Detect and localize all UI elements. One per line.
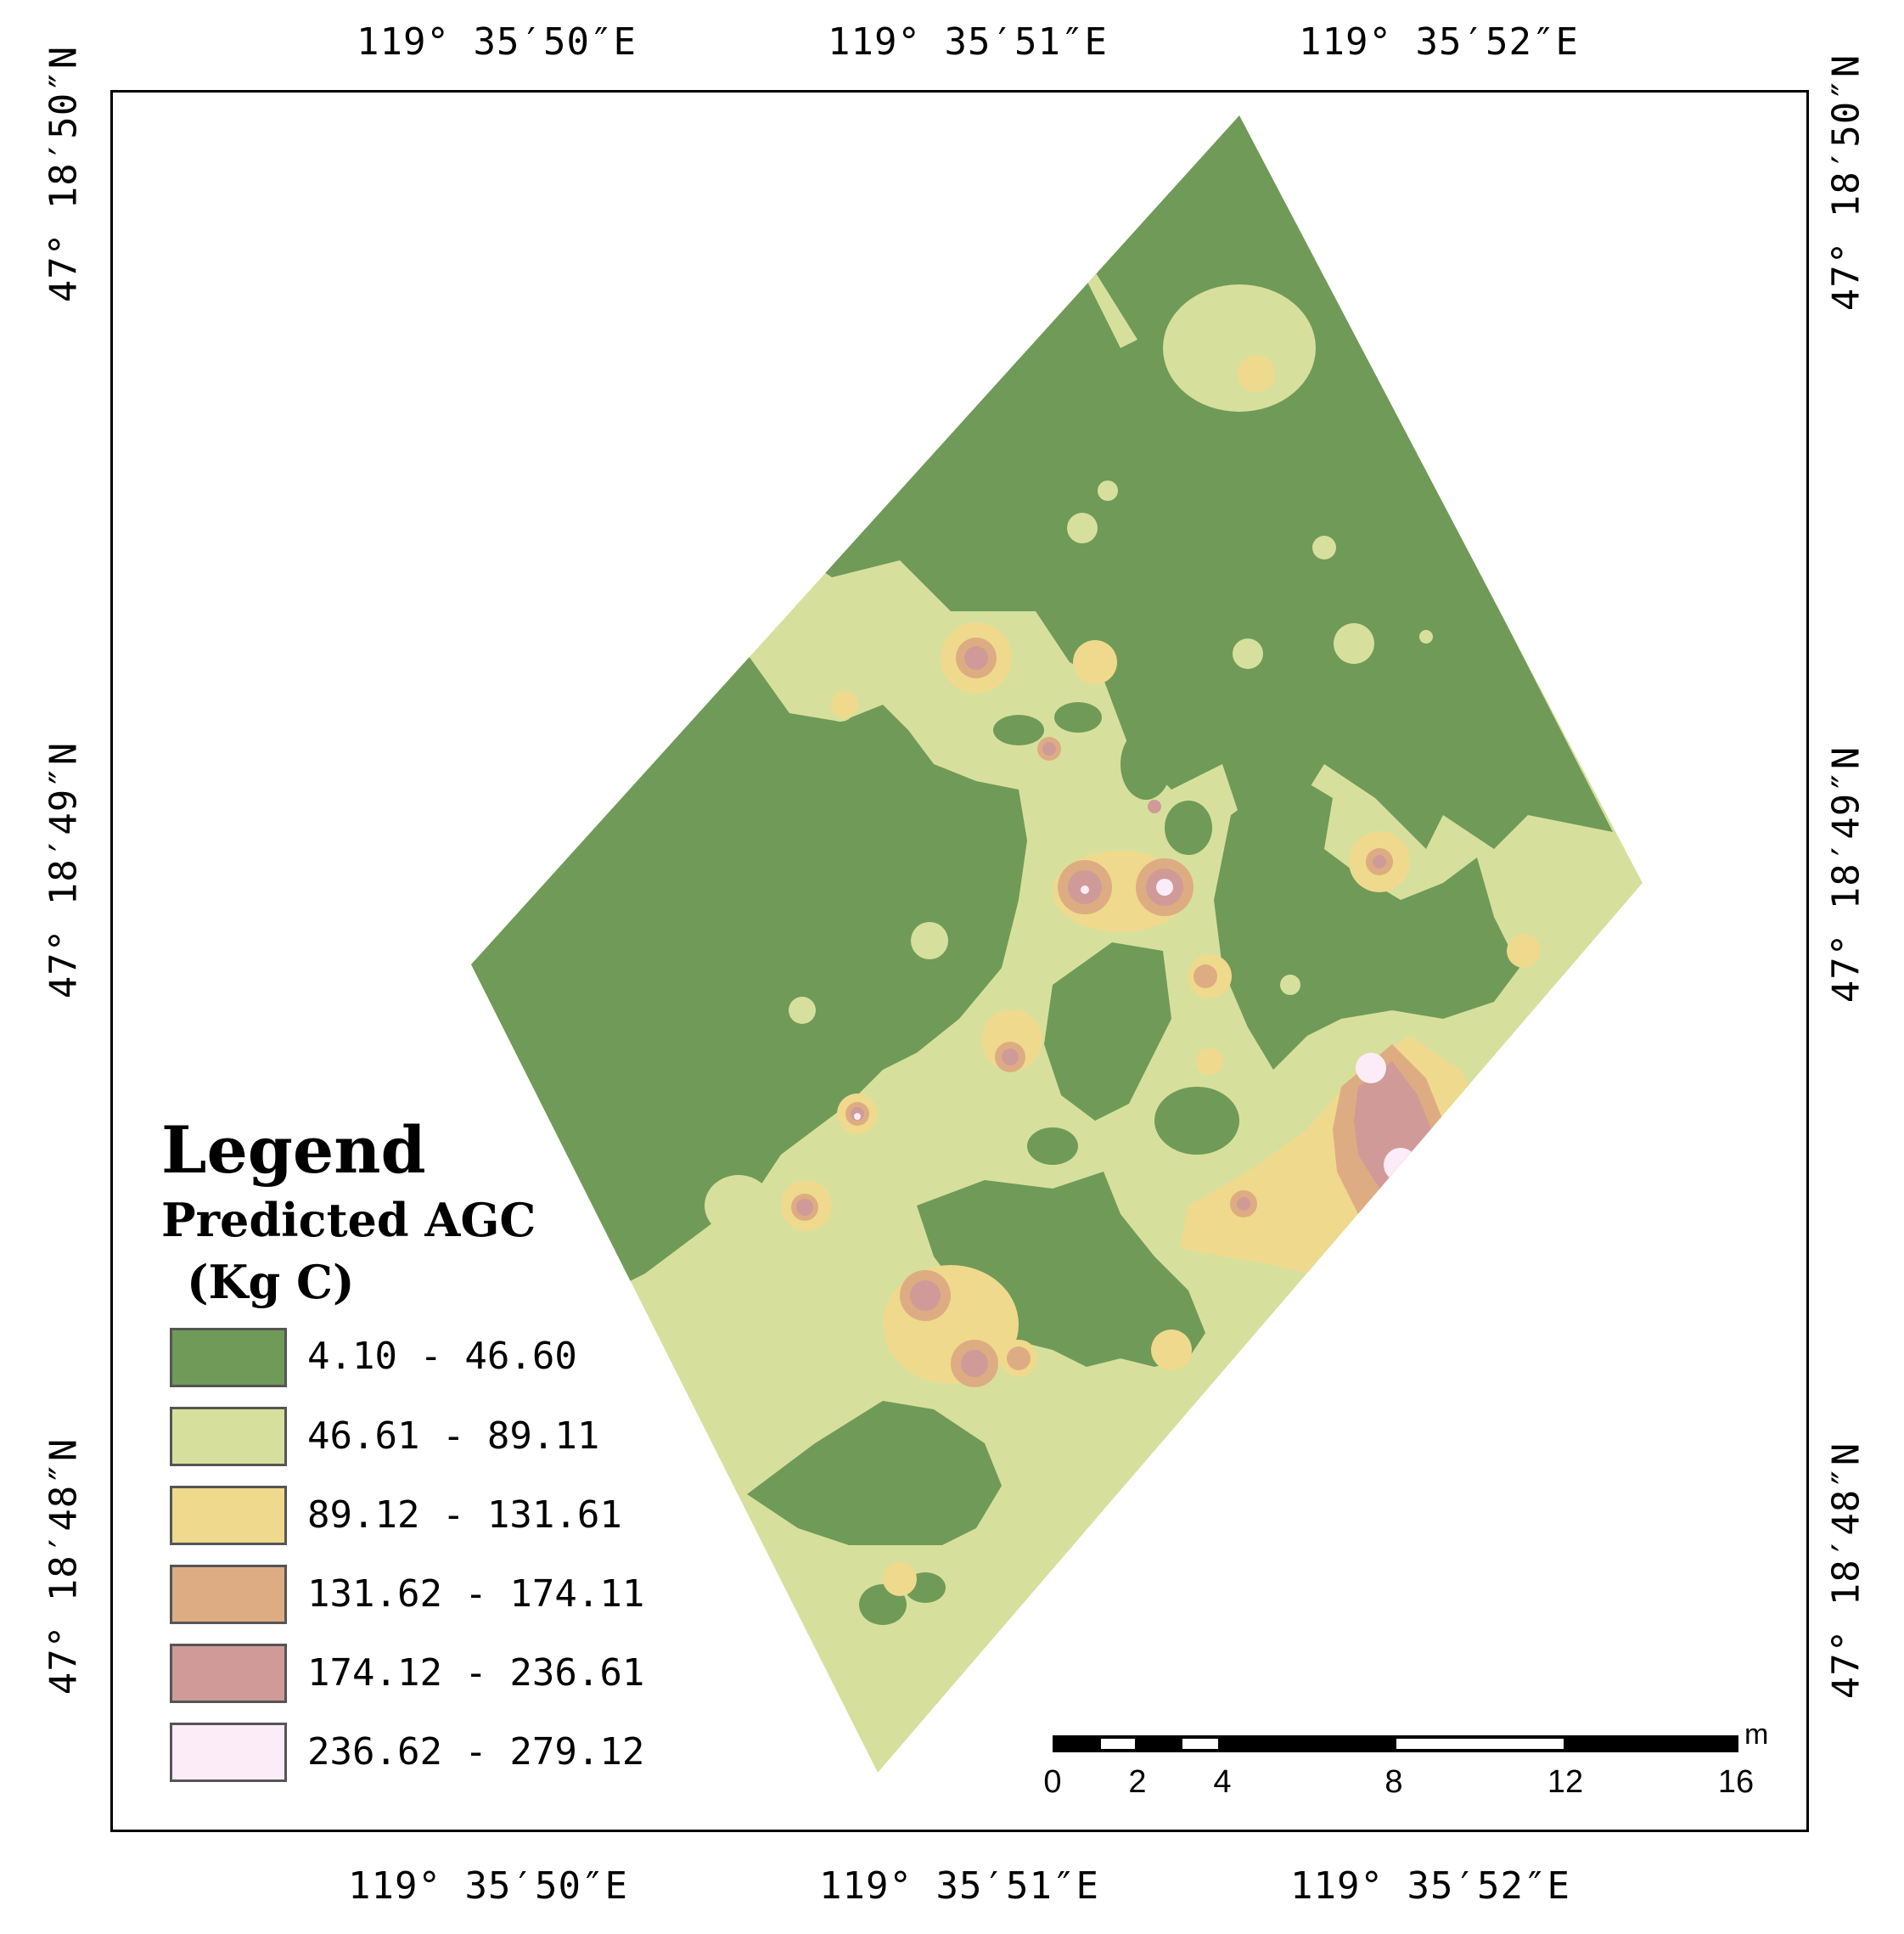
white-patch-3 <box>1384 1148 1418 1182</box>
legend-swatch-2 <box>170 1407 287 1466</box>
map-frame <box>110 90 1809 1832</box>
legend-label-5: 174.12 - 236.61 <box>307 1651 645 1695</box>
yellow-patch-15 <box>831 691 858 718</box>
scale-tick-4: 4 <box>1213 1764 1232 1800</box>
legend-label-2: 46.61 - 89.11 <box>307 1414 600 1458</box>
pink-patch-11 <box>1148 800 1161 813</box>
light-dot-7 <box>1280 975 1300 995</box>
light-stripe <box>1087 272 1137 348</box>
north-light-patch <box>1163 284 1316 412</box>
longitude-label-top-1: 119° 35′50″E <box>357 20 637 64</box>
legend-unit: (Kg C) <box>187 1255 355 1309</box>
yellow-patch-16 <box>883 1562 917 1596</box>
yellow-patch-3 <box>1238 355 1275 392</box>
scale-bar <box>1053 1735 1738 1752</box>
legend-subtitle: Predicted AGC <box>161 1193 536 1247</box>
white-patch-2 <box>1356 1053 1386 1083</box>
scale-bar-segment-light-3 <box>1396 1739 1564 1749</box>
green-patch-2 <box>1054 702 1102 733</box>
legend-label-1: 4.10 - 46.60 <box>307 1335 577 1378</box>
white-patch-5 <box>854 1113 861 1120</box>
yellow-patch-13 <box>1196 1048 1223 1075</box>
green-patch-3 <box>1165 801 1212 855</box>
light-dot-1 <box>1067 513 1098 543</box>
yellow-patch-2 <box>1073 640 1117 684</box>
legend-swatch-1 <box>170 1328 287 1387</box>
central-east-green-region <box>1044 942 1171 1121</box>
pink-patch-8 <box>796 1199 813 1216</box>
light-dot-3 <box>1312 536 1336 559</box>
scale-tick-0: 0 <box>1043 1764 1062 1800</box>
scale-bar-segment-light-2 <box>1182 1739 1218 1749</box>
yellow-patch-12 <box>1151 1330 1192 1370</box>
green-patch-7 <box>1027 1127 1078 1165</box>
light-dot-9 <box>789 997 816 1024</box>
scale-bar-segment-light-1 <box>1101 1739 1135 1749</box>
scale-unit: m <box>1744 1718 1769 1751</box>
scale-tick-12: 12 <box>1547 1764 1584 1800</box>
light-dot-8 <box>911 922 948 959</box>
legend-label-6: 236.62 - 279.12 <box>307 1730 645 1774</box>
pink-patch-4 <box>910 1280 941 1311</box>
longitude-label-bottom-1: 119° 35′50″E <box>348 1864 628 1908</box>
scale-tick-2: 2 <box>1128 1764 1147 1800</box>
pink-patch-5 <box>961 1350 988 1377</box>
yellow-patch-14 <box>1507 934 1541 968</box>
green-patch-1 <box>1120 728 1171 800</box>
longitude-label-top-3: 119° 35′52″E <box>1299 20 1579 64</box>
pink-patch-7 <box>1002 1049 1019 1065</box>
east-green-region <box>1214 773 1519 1070</box>
legend-swatch-4 <box>170 1565 287 1624</box>
southwest-green-region <box>747 1401 1002 1545</box>
legend-label-4: 131.62 - 174.11 <box>307 1572 645 1616</box>
longitude-label-bottom-3: 119° 35′52″E <box>1290 1864 1570 1908</box>
white-patch-4 <box>1081 885 1089 894</box>
light-dot-5 <box>1233 638 1263 669</box>
pink-patch-1 <box>964 646 988 670</box>
scale-tick-16: 16 <box>1717 1764 1755 1800</box>
light-dot-6 <box>1419 630 1433 644</box>
scale-bar-outline <box>1053 1735 1738 1752</box>
pink-patch-12 <box>1237 1197 1250 1211</box>
green-patch-4 <box>993 715 1044 745</box>
green-patch-6 <box>1154 1087 1239 1155</box>
legend-title: Legend <box>161 1112 426 1188</box>
orange-patch-8 <box>1194 964 1217 988</box>
scale-tick-8: 8 <box>1384 1764 1403 1800</box>
light-dot-4 <box>1334 623 1374 664</box>
orange-patch-6 <box>1007 1346 1031 1370</box>
white-patch-1 <box>1156 879 1173 896</box>
legend-swatch-5 <box>170 1644 287 1703</box>
legend-swatch-6 <box>170 1723 287 1782</box>
longitude-label-bottom-2: 119° 35′51″E <box>819 1864 1099 1908</box>
light-dot-2 <box>1098 481 1118 501</box>
legend-swatch-3 <box>170 1486 287 1545</box>
yellow-patch-10 <box>883 1265 1019 1384</box>
pink-patch-6 <box>1373 855 1386 869</box>
light-patch-12 <box>705 1175 772 1236</box>
pink-patch-9 <box>1042 742 1056 756</box>
legend-label-3: 89.12 - 131.61 <box>307 1493 622 1537</box>
light-dot-11 <box>739 1321 763 1345</box>
longitude-label-top-2: 119° 35′51″E <box>828 20 1108 64</box>
